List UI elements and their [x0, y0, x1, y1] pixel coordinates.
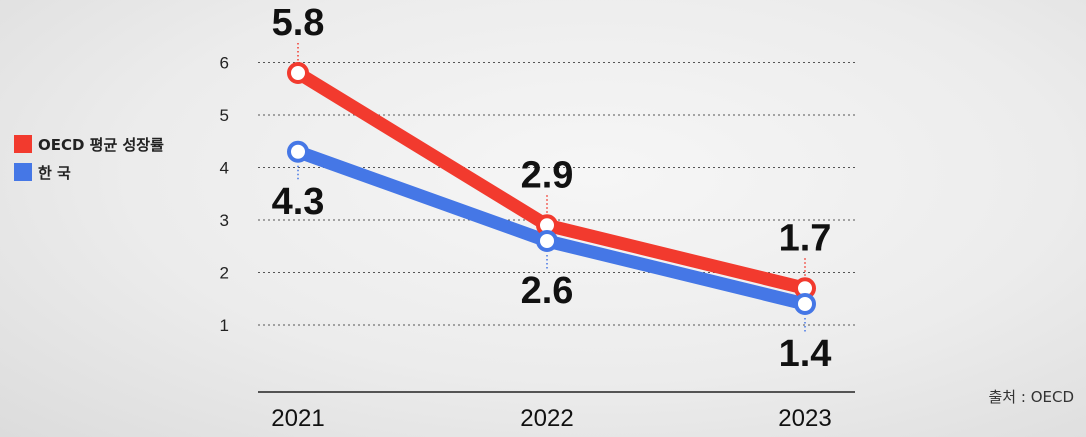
y-tick-label: 1	[220, 316, 229, 335]
y-tick-label: 6	[220, 54, 229, 73]
data-label: 2.6	[521, 270, 574, 312]
data-label: 2.9	[521, 154, 574, 196]
label-leader-lines	[297, 43, 806, 332]
y-axis-ticks: 1 2 3 4 5 6	[220, 54, 229, 336]
series-points	[287, 62, 816, 315]
legend-swatch-oecd	[14, 135, 32, 153]
data-point	[287, 62, 309, 84]
data-label: 4.3	[272, 181, 325, 223]
data-label: 5.8	[272, 2, 325, 44]
y-tick-label: 2	[220, 264, 229, 283]
data-labels: 5.8 2.9 1.7 4.3 2.6 1.4	[272, 2, 832, 375]
legend-label-oecd: OECD 평균 성장률	[38, 135, 164, 154]
data-point	[794, 293, 816, 315]
x-tick-label: 2022	[520, 405, 573, 432]
legend-label-korea: 한 국	[38, 163, 71, 182]
y-tick-label: 4	[220, 159, 229, 178]
data-point	[287, 140, 309, 163]
source-note: 출처 : OECD	[988, 388, 1075, 406]
x-tick-label: 2021	[271, 405, 324, 432]
data-point	[536, 230, 558, 252]
x-tick-label: 2023	[778, 405, 831, 432]
x-axis-ticks: 2021 2022 2023	[271, 405, 831, 432]
data-label: 1.4	[779, 333, 832, 375]
legend-swatch-korea	[14, 163, 32, 181]
data-label: 1.7	[779, 217, 832, 259]
legend-item-korea: 한 국	[14, 160, 164, 184]
legend: OECD 평균 성장률 한 국	[14, 132, 164, 188]
y-tick-label: 5	[220, 106, 229, 125]
y-tick-label: 3	[220, 211, 229, 230]
legend-item-oecd: OECD 평균 성장률	[14, 132, 164, 156]
